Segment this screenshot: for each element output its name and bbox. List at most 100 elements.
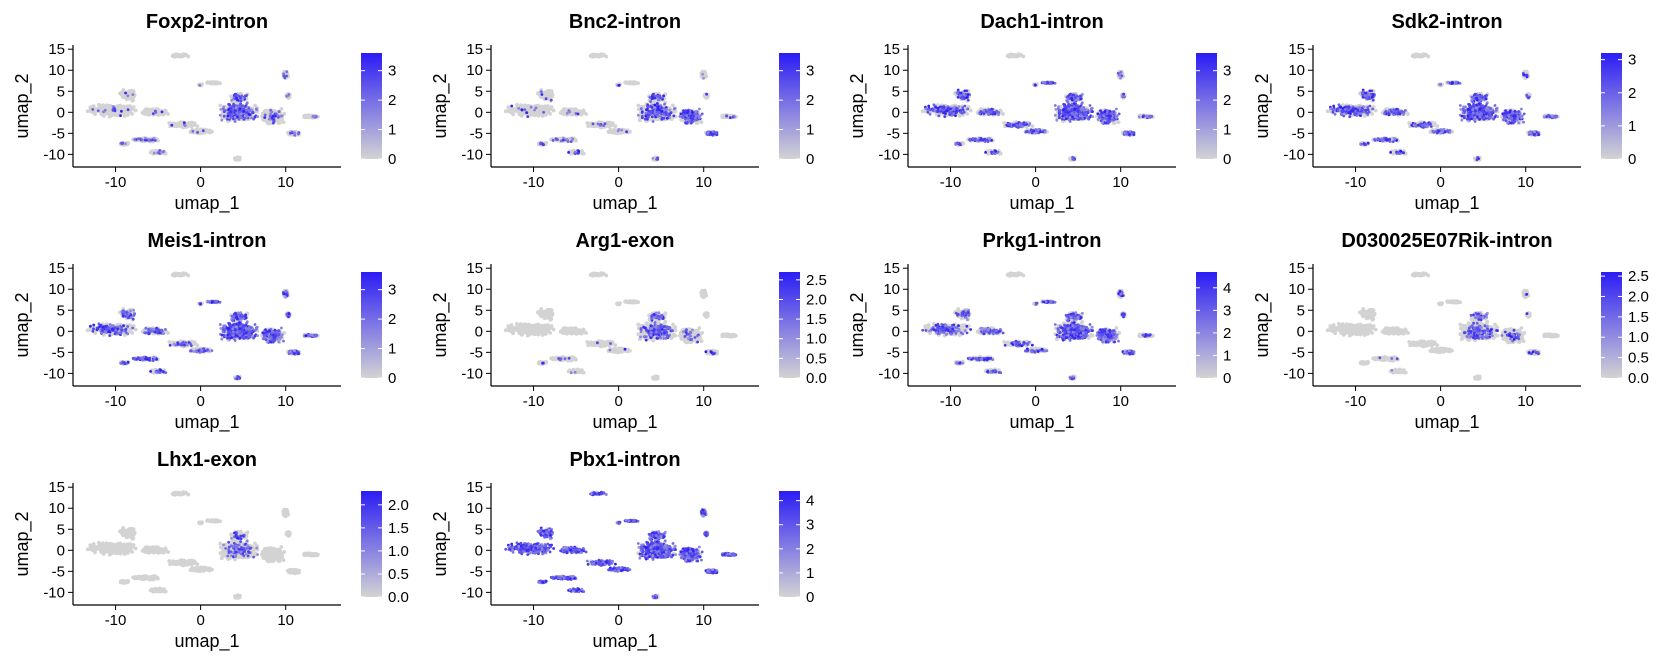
cell-point-expressed (653, 112, 656, 115)
cell-point (538, 109, 542, 113)
cell-point-expressed (170, 124, 173, 127)
cell-point-expressed (701, 73, 704, 76)
point-cloud (504, 52, 738, 162)
cell-point-expressed (120, 110, 123, 113)
cell-point-expressed (695, 119, 698, 122)
cell-point-expressed (242, 116, 245, 119)
legend-tick-label: 1 (388, 122, 396, 139)
cell-point-expressed (542, 111, 545, 114)
cell-point-expressed (191, 130, 194, 133)
cell-point-expressed (714, 132, 717, 135)
cell-point-expressed (255, 107, 258, 110)
cell-point-expressed (220, 119, 223, 122)
cell-point (167, 121, 171, 125)
cell-point (229, 94, 233, 98)
y-tick-label: 0 (57, 104, 65, 121)
cell-point-expressed (530, 106, 533, 109)
cell-point-expressed (602, 124, 605, 127)
cell-point (550, 105, 554, 109)
cell-point (604, 55, 608, 59)
cell-point-expressed (656, 102, 659, 105)
cell-point (1002, 121, 1006, 125)
cell-point (627, 81, 631, 85)
cell-point-expressed (517, 107, 520, 110)
cell-point-expressed (725, 115, 728, 118)
cell-point-expressed (640, 107, 643, 110)
cell-point (208, 130, 212, 134)
cell-point-expressed (141, 139, 144, 142)
cell-point (186, 55, 190, 59)
cell-point-expressed (230, 113, 233, 116)
cell-point-expressed (550, 99, 553, 102)
cell-point (179, 54, 183, 58)
cell-point-expressed (235, 106, 238, 109)
cell-point (511, 108, 515, 112)
cell-point (969, 109, 973, 113)
cell-point-expressed (698, 108, 701, 111)
cell-point-expressed (241, 105, 244, 108)
cell-point-expressed (233, 93, 236, 96)
cell-point-expressed (113, 108, 116, 111)
legend-tick-label: 0 (388, 151, 396, 168)
cell-point-expressed (282, 73, 285, 76)
cell-point-expressed (278, 110, 281, 113)
cell-point-expressed (91, 108, 94, 111)
y-tick-label: -10 (461, 146, 483, 163)
x-tick-label: -10 (523, 174, 545, 191)
cell-point-expressed (641, 115, 644, 118)
cell-point-expressed (281, 114, 284, 117)
cell-point-expressed (645, 108, 648, 111)
cell-point-expressed (618, 84, 621, 87)
cell-point-expressed (184, 124, 187, 127)
cell-point-expressed (570, 140, 573, 143)
cell-point-expressed (274, 115, 277, 118)
cell-point-expressed (729, 116, 732, 119)
cell-point (196, 124, 200, 128)
cell-point-expressed (227, 108, 230, 111)
cell-point-expressed (656, 111, 659, 114)
cell-point-expressed (239, 115, 242, 118)
cell-point-expressed (641, 110, 644, 113)
x-tick-label: 0 (614, 174, 622, 191)
cell-point (547, 93, 551, 97)
cell-point-expressed (252, 111, 255, 114)
cell-point-expressed (289, 132, 292, 135)
cell-point-expressed (230, 107, 233, 110)
cell-point-expressed (223, 115, 226, 118)
cell-point (131, 99, 135, 103)
cell-point-expressed (119, 114, 122, 117)
cell-point-expressed (133, 138, 136, 141)
cell-point-expressed (160, 151, 163, 154)
cell-point-expressed (252, 118, 255, 121)
x-tick-label: 0 (196, 174, 204, 191)
cell-point-expressed (273, 119, 276, 122)
cell-point-expressed (104, 109, 107, 112)
y-tick-label: 15 (48, 41, 65, 58)
cell-point-expressed (245, 113, 248, 116)
cell-point (176, 123, 180, 127)
cell-point (92, 104, 96, 108)
cell-point-expressed (668, 109, 671, 112)
cell-point-expressed (541, 93, 544, 96)
cell-point-expressed (155, 111, 158, 114)
cell-point-expressed (620, 129, 623, 132)
cell-point-expressed (552, 139, 555, 142)
y-tick-label: -10 (43, 146, 65, 163)
cell-point-expressed (592, 122, 595, 125)
y-tick-label: 0 (475, 104, 483, 121)
cell-point-expressed (283, 76, 286, 79)
cell-point (632, 81, 636, 85)
legend-tick-label: 3 (388, 63, 396, 80)
cell-point (266, 121, 270, 125)
cell-point (1031, 124, 1035, 128)
cell-point-expressed (127, 108, 130, 111)
cell-point-expressed (680, 113, 683, 116)
cell-point (235, 158, 239, 162)
cell-point-expressed (238, 111, 241, 114)
y-tick-label: -5 (470, 125, 483, 142)
cell-point (99, 106, 103, 110)
cell-point-expressed (647, 114, 650, 117)
